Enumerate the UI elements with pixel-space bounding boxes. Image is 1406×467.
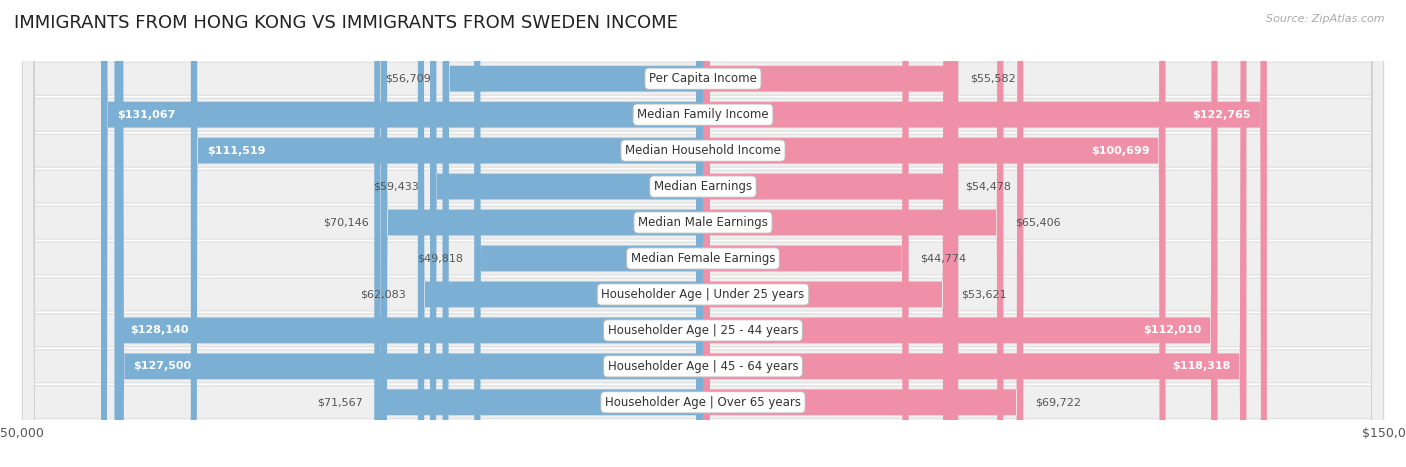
Text: Source: ZipAtlas.com: Source: ZipAtlas.com [1267,14,1385,24]
Text: $69,722: $69,722 [1035,397,1081,407]
FancyBboxPatch shape [101,0,703,467]
FancyBboxPatch shape [22,0,1384,467]
FancyBboxPatch shape [22,0,1384,467]
Text: $131,067: $131,067 [117,110,176,120]
FancyBboxPatch shape [703,0,1218,467]
Text: Median Household Income: Median Household Income [626,144,780,157]
Text: $70,146: $70,146 [323,218,370,227]
Text: $128,140: $128,140 [131,325,188,335]
Text: $56,709: $56,709 [385,74,432,84]
FancyBboxPatch shape [443,0,703,467]
Text: Householder Age | 45 - 64 years: Householder Age | 45 - 64 years [607,360,799,373]
Text: $71,567: $71,567 [318,397,363,407]
Text: Median Earnings: Median Earnings [654,180,752,193]
FancyBboxPatch shape [418,0,703,467]
FancyBboxPatch shape [703,0,953,467]
FancyBboxPatch shape [703,0,1267,467]
Text: Per Capita Income: Per Capita Income [650,72,756,85]
FancyBboxPatch shape [22,0,1384,467]
Text: $65,406: $65,406 [1015,218,1060,227]
FancyBboxPatch shape [703,0,1024,467]
Text: $100,699: $100,699 [1091,146,1150,156]
FancyBboxPatch shape [22,0,1384,467]
Text: $111,519: $111,519 [207,146,266,156]
FancyBboxPatch shape [22,0,1384,467]
FancyBboxPatch shape [117,0,703,467]
FancyBboxPatch shape [703,0,908,467]
Text: $122,765: $122,765 [1192,110,1251,120]
Text: $49,818: $49,818 [416,254,463,263]
FancyBboxPatch shape [381,0,703,467]
FancyBboxPatch shape [22,0,1384,467]
FancyBboxPatch shape [22,0,1384,467]
Text: $127,500: $127,500 [134,361,191,371]
Text: Median Family Income: Median Family Income [637,108,769,121]
Text: $53,621: $53,621 [960,290,1007,299]
FancyBboxPatch shape [191,0,703,467]
FancyBboxPatch shape [703,0,949,467]
FancyBboxPatch shape [374,0,703,467]
FancyBboxPatch shape [703,0,1004,467]
Text: $55,582: $55,582 [970,74,1015,84]
Text: $44,774: $44,774 [920,254,966,263]
FancyBboxPatch shape [474,0,703,467]
Text: Householder Age | Over 65 years: Householder Age | Over 65 years [605,396,801,409]
Text: IMMIGRANTS FROM HONG KONG VS IMMIGRANTS FROM SWEDEN INCOME: IMMIGRANTS FROM HONG KONG VS IMMIGRANTS … [14,14,678,32]
Text: Median Female Earnings: Median Female Earnings [631,252,775,265]
Text: $112,010: $112,010 [1143,325,1201,335]
FancyBboxPatch shape [22,0,1384,467]
Text: $62,083: $62,083 [360,290,406,299]
Text: $59,433: $59,433 [373,182,419,191]
FancyBboxPatch shape [703,0,1166,467]
FancyBboxPatch shape [22,0,1384,467]
Text: Median Male Earnings: Median Male Earnings [638,216,768,229]
FancyBboxPatch shape [703,0,1247,467]
Text: $118,318: $118,318 [1173,361,1230,371]
FancyBboxPatch shape [22,0,1384,467]
Text: Householder Age | Under 25 years: Householder Age | Under 25 years [602,288,804,301]
FancyBboxPatch shape [114,0,703,467]
FancyBboxPatch shape [430,0,703,467]
Text: Householder Age | 25 - 44 years: Householder Age | 25 - 44 years [607,324,799,337]
FancyBboxPatch shape [703,0,959,467]
Text: $54,478: $54,478 [965,182,1011,191]
